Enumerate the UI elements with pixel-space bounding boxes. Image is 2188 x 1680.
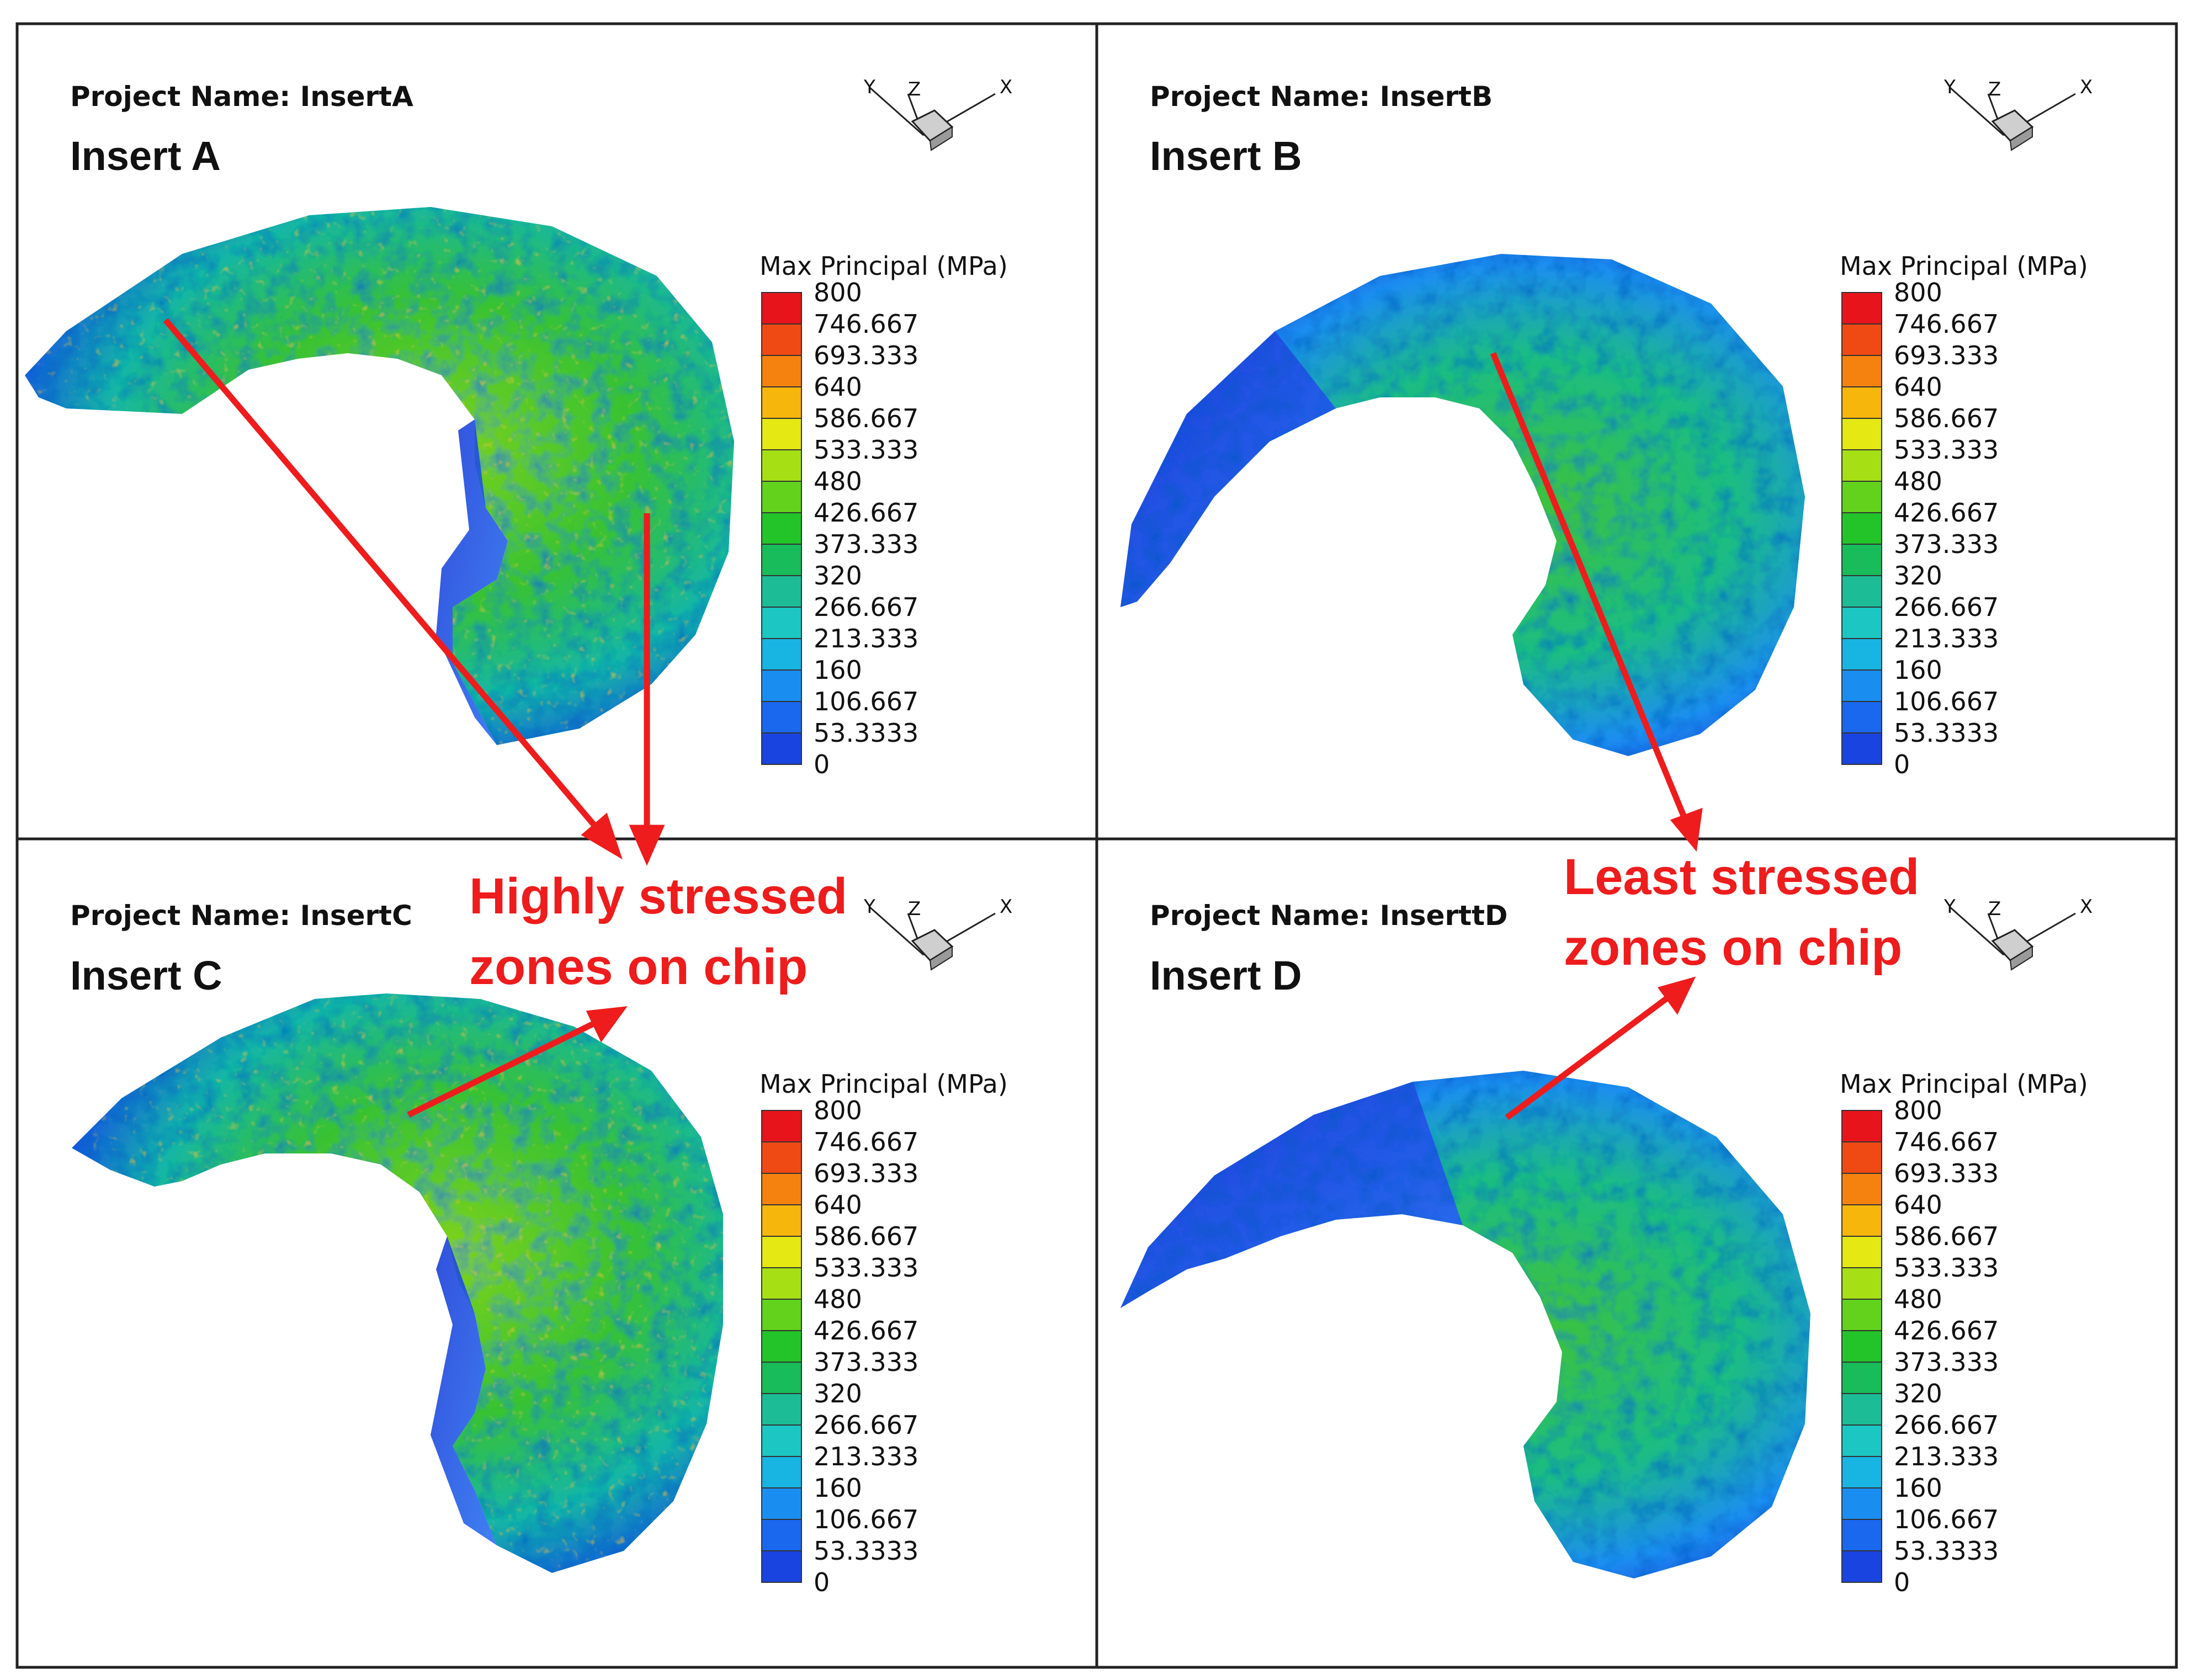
arrow-a-left — [163, 318, 602, 833]
legend-bin — [761, 732, 802, 765]
legend-colorbar-a — [761, 292, 802, 765]
legend-bin — [1841, 292, 1882, 325]
axis-triads — [869, 86, 2076, 971]
legend-bin — [1841, 701, 1882, 733]
legend-bin — [1841, 607, 1882, 639]
legend-bin — [761, 1299, 802, 1331]
legend-bin — [761, 1267, 802, 1300]
legend-bin — [1841, 1456, 1882, 1488]
chip-render-d — [1120, 1071, 1810, 1578]
legend-bin — [1841, 638, 1882, 671]
legend-bin — [761, 512, 802, 545]
legend-bin — [761, 1330, 802, 1363]
legend-colorbar-c — [761, 1110, 802, 1583]
axis-triad-a — [869, 86, 996, 151]
panel-grid — [15, 22, 2178, 1669]
legend-bin — [1841, 1204, 1882, 1237]
legend-bin — [1841, 1487, 1882, 1520]
legend-bin — [761, 292, 802, 325]
legend-bin — [761, 544, 802, 576]
axis-triad-c — [869, 906, 996, 971]
legend-bin — [1841, 575, 1882, 608]
annotation-arrows — [163, 318, 1703, 1120]
legend-bin — [761, 1110, 802, 1142]
chip-render-b — [1120, 254, 1805, 756]
legend-bin — [1841, 1110, 1882, 1142]
legend-bin — [761, 1204, 802, 1237]
legend-bin — [1841, 355, 1882, 387]
legend-bin — [761, 607, 802, 639]
legend-bin — [1841, 481, 1882, 513]
legend-bin — [1841, 449, 1882, 482]
legend-bin — [761, 449, 802, 482]
chip-render-c — [72, 993, 723, 1573]
legend-bin — [761, 1362, 802, 1394]
legend-bin — [761, 418, 802, 450]
legend-bin — [1841, 1141, 1882, 1174]
arrow-b — [1490, 352, 1690, 824]
axis-triad-d — [1949, 906, 2076, 971]
legend-bin — [761, 481, 802, 513]
legend-bin — [1841, 1393, 1882, 1426]
legend-bin — [761, 1424, 802, 1457]
legend-bin — [1841, 669, 1882, 702]
legend-bin — [1841, 1173, 1882, 1205]
legend-bin — [761, 575, 802, 608]
legend-bin — [761, 669, 802, 702]
legend-bin — [1841, 1267, 1882, 1300]
chip-render-a — [25, 207, 734, 745]
legend-bin — [761, 1519, 802, 1551]
legend-bin — [761, 1456, 802, 1488]
legend-bin — [1841, 544, 1882, 576]
legend-colorbar-d — [1841, 1110, 1882, 1583]
legend-bin — [1841, 1519, 1882, 1551]
legend-bin — [1841, 732, 1882, 765]
legend-bin — [761, 701, 802, 733]
legend-bin — [1841, 1550, 1882, 1583]
legend-bin — [761, 1487, 802, 1520]
legend-bin — [1841, 1362, 1882, 1394]
axis-triad-b — [1949, 86, 2076, 151]
legend-bin — [1841, 323, 1882, 356]
legend-bin — [1841, 1330, 1882, 1363]
legend-bin — [761, 1236, 802, 1268]
legend-bin — [1841, 1236, 1882, 1268]
legend-bin — [1841, 1299, 1882, 1331]
legend-bin — [761, 1141, 802, 1174]
legend-bin — [761, 386, 802, 419]
legend-bin — [761, 323, 802, 356]
legend-colorbar-b — [1841, 292, 1882, 765]
legend-bin — [761, 1393, 802, 1426]
legend-bin — [761, 1173, 802, 1205]
arrow-d — [1505, 993, 1672, 1120]
legend-bin — [761, 355, 802, 387]
arrow-c — [407, 1018, 601, 1118]
legend-bin — [1841, 512, 1882, 545]
legend-bin — [761, 638, 802, 671]
legend-bin — [761, 1550, 802, 1583]
legend-bin — [1841, 1424, 1882, 1457]
legend-bin — [1841, 386, 1882, 419]
legend-bin — [1841, 418, 1882, 450]
